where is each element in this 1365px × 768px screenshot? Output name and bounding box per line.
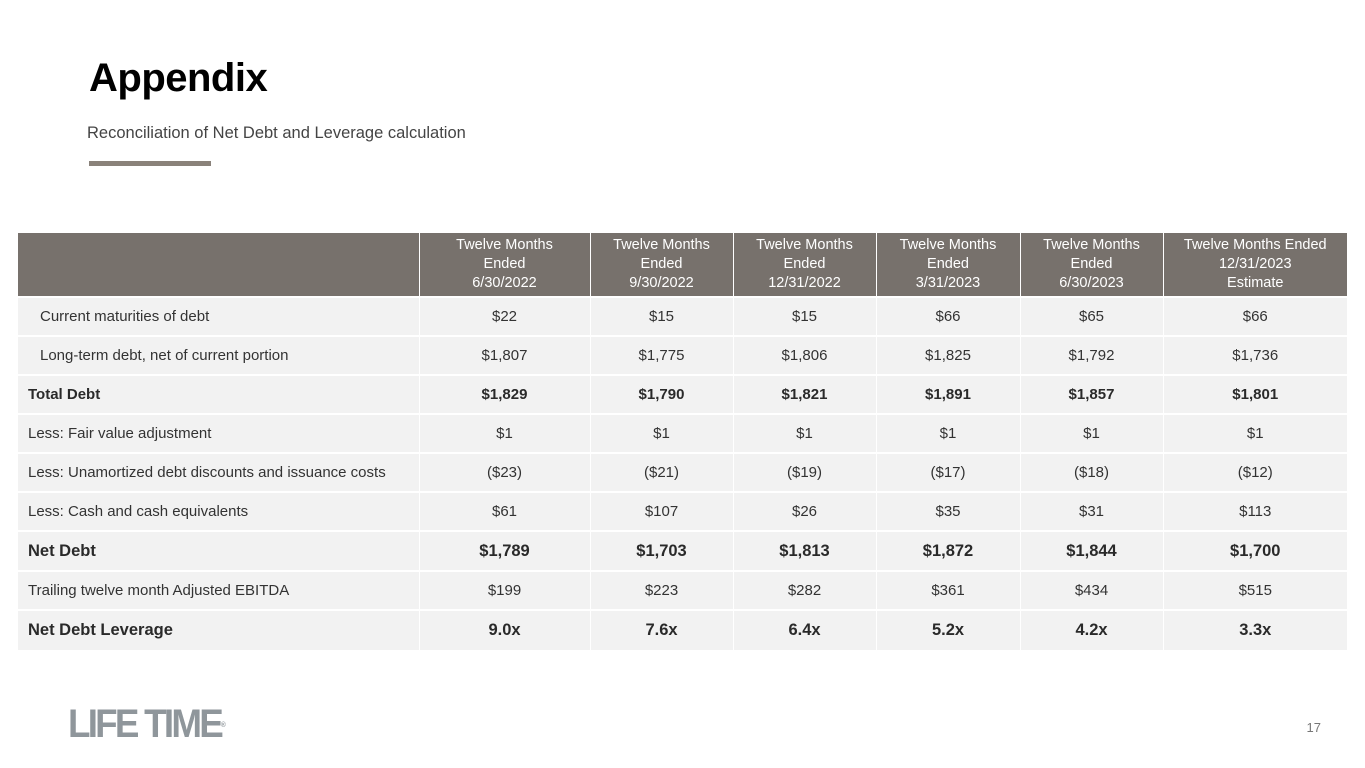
table-cell: $1,891 — [876, 374, 1021, 414]
table-cell: 9.0x — [419, 609, 591, 650]
page-number: 17 — [1306, 720, 1321, 735]
table-row-total-debt: Total Debt $1,829 $1,790 $1,821 $1,891 $… — [18, 374, 1347, 414]
table-cell: $1 — [733, 413, 877, 453]
table-cell: $282 — [733, 570, 877, 610]
row-label: Current maturities of debt — [18, 296, 420, 336]
table-cell: $1 — [419, 413, 591, 453]
table-cell: $1,736 — [1163, 335, 1347, 375]
column-header: Twelve Months Ended 12/31/2023 Estimate — [1163, 233, 1347, 297]
table-cell: ($23) — [419, 452, 591, 492]
table-cell: $66 — [876, 296, 1021, 336]
row-label: Trailing twelve month Adjusted EBITDA — [18, 570, 420, 610]
table-cell: $1,801 — [1163, 374, 1347, 414]
column-header: Twelve Months Ended 6/30/2022 — [419, 233, 591, 297]
column-header: Twelve Months Ended 12/31/2022 — [733, 233, 877, 297]
table-cell: $1,775 — [590, 335, 734, 375]
table-cell: $1,857 — [1020, 374, 1164, 414]
header-label-cell — [18, 233, 420, 297]
table-cell: ($18) — [1020, 452, 1164, 492]
table-cell: $1 — [1163, 413, 1347, 453]
row-label: Net Debt — [18, 530, 420, 571]
title-divider — [89, 161, 211, 166]
row-label: Net Debt Leverage — [18, 609, 420, 650]
table-cell: $1,821 — [733, 374, 877, 414]
column-header: Twelve Months Ended 3/31/2023 — [876, 233, 1021, 297]
table-cell: $199 — [419, 570, 591, 610]
table-cell: $15 — [590, 296, 734, 336]
table-cell: $1,829 — [419, 374, 591, 414]
row-label: Total Debt — [18, 374, 420, 414]
table-row-net-debt: Net Debt $1,789 $1,703 $1,813 $1,872 $1,… — [18, 530, 1347, 571]
table-cell: $1,700 — [1163, 530, 1347, 571]
table-cell: $26 — [733, 491, 877, 531]
table-cell: 6.4x — [733, 609, 877, 650]
table-cell: $1,807 — [419, 335, 591, 375]
table-cell: $61 — [419, 491, 591, 531]
table-cell: 5.2x — [876, 609, 1021, 650]
table-cell: $15 — [733, 296, 877, 336]
row-label: Less: Cash and cash equivalents — [18, 491, 420, 531]
table-cell: $1,790 — [590, 374, 734, 414]
table-row-net-debt-leverage: Net Debt Leverage 9.0x 7.6x 6.4x 5.2x 4.… — [18, 609, 1347, 650]
table-cell: $515 — [1163, 570, 1347, 610]
table-cell: $65 — [1020, 296, 1164, 336]
table-cell: ($21) — [590, 452, 734, 492]
table-cell: $1 — [876, 413, 1021, 453]
table-cell: $1 — [590, 413, 734, 453]
table-row: Long-term debt, net of current portion $… — [18, 335, 1347, 375]
table-cell: 3.3x — [1163, 609, 1347, 650]
table-cell: $1,872 — [876, 530, 1021, 571]
table-cell: ($17) — [876, 452, 1021, 492]
table-cell: $107 — [590, 491, 734, 531]
table-cell: $361 — [876, 570, 1021, 610]
life-time-logo: LIFE TIME® — [68, 702, 226, 746]
column-header: Twelve Months Ended 9/30/2022 — [590, 233, 734, 297]
table-row: Trailing twelve month Adjusted EBITDA $1… — [18, 570, 1347, 610]
table-cell: $223 — [590, 570, 734, 610]
table-row: Less: Fair value adjustment $1 $1 $1 $1 … — [18, 413, 1347, 453]
table-cell: ($19) — [733, 452, 877, 492]
table-cell: 7.6x — [590, 609, 734, 650]
table-cell: $434 — [1020, 570, 1164, 610]
table-row: Current maturities of debt $22 $15 $15 $… — [18, 296, 1347, 336]
table-cell: $35 — [876, 491, 1021, 531]
page-subtitle: Reconciliation of Net Debt and Leverage … — [87, 124, 466, 142]
table-cell: $1,813 — [733, 530, 877, 571]
table-cell: ($12) — [1163, 452, 1347, 492]
row-label: Less: Fair value adjustment — [18, 413, 420, 453]
table-cell: $1,844 — [1020, 530, 1164, 571]
table-cell: $66 — [1163, 296, 1347, 336]
table-cell: $1,806 — [733, 335, 877, 375]
table-cell: 4.2x — [1020, 609, 1164, 650]
table-cell: $113 — [1163, 491, 1347, 531]
column-header: Twelve Months Ended 6/30/2023 — [1020, 233, 1164, 297]
page-title: Appendix — [89, 56, 268, 100]
table-row: Less: Cash and cash equivalents $61 $107… — [18, 491, 1347, 531]
table-cell: $1,703 — [590, 530, 734, 571]
table-cell: $1,825 — [876, 335, 1021, 375]
table-cell: $31 — [1020, 491, 1164, 531]
table-cell: $22 — [419, 296, 591, 336]
table-header-row: Twelve Months Ended 6/30/2022 Twelve Month… — [18, 233, 1347, 297]
table-cell: $1,789 — [419, 530, 591, 571]
row-label: Less: Unamortized debt discounts and iss… — [18, 452, 420, 492]
table-cell: $1,792 — [1020, 335, 1164, 375]
table-row: Less: Unamortized debt discounts and iss… — [18, 452, 1347, 492]
table-cell: $1 — [1020, 413, 1164, 453]
row-label: Long-term debt, net of current portion — [18, 335, 420, 375]
net-debt-table: Twelve Months Ended 6/30/2022 Twelve Month… — [18, 233, 1347, 650]
